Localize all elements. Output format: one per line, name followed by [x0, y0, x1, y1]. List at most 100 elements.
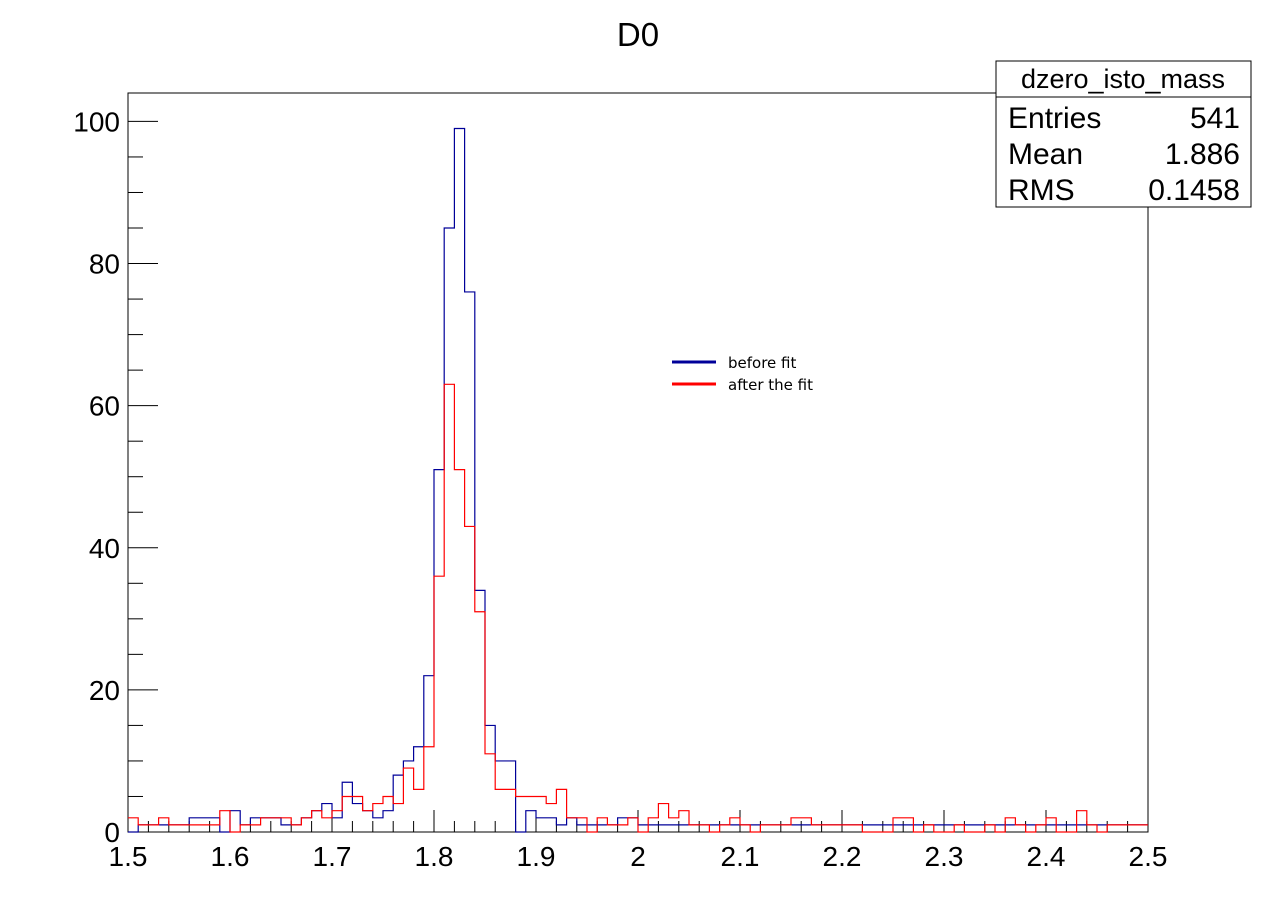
histogram-bin	[485, 725, 495, 832]
histogram-bin	[628, 818, 638, 832]
x-tick-label: 1.6	[211, 841, 250, 872]
histogram-bin	[332, 818, 342, 832]
histogram-bin	[883, 825, 893, 832]
histogram-bin	[516, 796, 526, 832]
histogram-bin	[342, 782, 352, 832]
histogram-bin	[505, 761, 515, 832]
histogram-bin	[505, 789, 515, 832]
series-before-fit-bins	[138, 129, 1148, 832]
histogram-bin	[444, 228, 454, 832]
histogram-bin	[444, 384, 454, 832]
stats-rms-label: RMS	[1008, 174, 1075, 207]
histogram-bin	[1128, 825, 1138, 832]
histogram-bin	[1077, 825, 1087, 832]
histogram-bin	[291, 825, 301, 832]
histogram-bin	[138, 825, 148, 832]
histogram-bin	[526, 811, 536, 832]
x-tick-label: 1.9	[517, 841, 556, 872]
histogram-bin	[903, 825, 913, 832]
histogram-bin	[689, 825, 699, 832]
histogram-bin	[189, 825, 199, 832]
histogram-bin	[1097, 825, 1107, 832]
x-tick-label: 2.2	[823, 841, 862, 872]
series-layer	[128, 127, 1148, 833]
histogram-bin	[679, 825, 689, 832]
stats-box-name: dzero_isto_mass	[1021, 64, 1225, 94]
series-after-the-fit-outline	[128, 383, 1148, 833]
histogram-bin	[1087, 825, 1097, 832]
histogram-bin	[414, 789, 424, 832]
legend-label-before-fit: before fit	[728, 354, 796, 372]
histogram-bin	[709, 825, 719, 832]
histogram-bin	[832, 825, 842, 832]
stats-entries-value: 541	[1190, 102, 1240, 135]
histogram-bin	[771, 825, 781, 832]
histogram-bin	[261, 818, 271, 832]
histogram-bin	[383, 811, 393, 832]
histogram-bin	[495, 761, 505, 832]
stats-rms-value: 0.1458	[1148, 174, 1240, 207]
x-tick-label: 2.5	[1129, 841, 1168, 872]
histogram-bin	[954, 825, 964, 832]
histogram-bin	[852, 825, 862, 832]
histogram-bin	[638, 825, 648, 832]
y-tick-label: 0	[104, 817, 120, 848]
histogram-bin	[128, 818, 138, 832]
histogram-bin	[373, 818, 383, 832]
stats-box: dzero_isto_mass Entries 541 Mean 1.886 R…	[995, 60, 1252, 208]
histogram-bin	[148, 825, 158, 832]
histogram-bin	[577, 825, 587, 832]
histogram-bin	[689, 825, 699, 832]
stats-mean-label: Mean	[1008, 138, 1083, 171]
histogram-bin	[169, 825, 179, 832]
histogram-bin	[475, 612, 485, 832]
histogram-bin	[169, 825, 179, 832]
histogram-bin	[720, 825, 730, 832]
histogram-bin	[607, 825, 617, 832]
x-tick-label: 2.3	[925, 841, 964, 872]
histogram-bin	[954, 825, 964, 832]
histogram-bin	[628, 818, 638, 832]
x-tick-label: 1.8	[415, 841, 454, 872]
histogram-bin	[465, 292, 475, 832]
histogram-bin	[913, 825, 923, 832]
histogram-bin	[271, 818, 281, 832]
histogram-bin	[179, 825, 189, 832]
histogram-bin	[383, 796, 393, 832]
histogram-bin	[567, 818, 577, 832]
histogram-bin	[771, 825, 781, 832]
histogram-bin	[964, 825, 974, 832]
histogram-bin	[526, 796, 536, 832]
histogram-bin	[934, 825, 944, 832]
y-axis: 0 20 40 60 80 100	[73, 106, 158, 848]
chart-title: D0	[617, 16, 659, 53]
histogram-bin	[924, 825, 934, 832]
histogram-bin	[975, 825, 985, 832]
histogram-bin	[199, 825, 209, 832]
histogram-bin	[1046, 825, 1056, 832]
histogram-bin	[424, 676, 434, 832]
histogram-bin	[250, 825, 260, 832]
histogram-bin	[393, 804, 403, 832]
plot-frame	[127, 92, 1149, 833]
histogram-bin	[760, 825, 770, 832]
histogram-bin	[995, 825, 1005, 832]
stats-entries-label: Entries	[1008, 102, 1101, 135]
histogram-bin	[332, 811, 342, 832]
histogram-bin	[210, 825, 220, 832]
histogram-bin	[893, 825, 903, 832]
histogram-bin	[546, 818, 556, 832]
stats-box-frame	[995, 60, 1252, 208]
histogram-bin	[750, 825, 760, 832]
histogram-bin	[240, 825, 250, 832]
histogram-bin	[434, 576, 444, 832]
histogram-bin	[352, 804, 362, 832]
histogram-bin	[322, 818, 332, 832]
x-tick-label: 1.7	[313, 841, 352, 872]
histogram-bin	[1107, 825, 1117, 832]
histogram-bin	[852, 825, 862, 832]
histogram-bin	[434, 470, 444, 832]
histogram-bin	[240, 825, 250, 832]
histogram-bin	[138, 825, 148, 832]
histogram-bin	[1087, 825, 1097, 832]
